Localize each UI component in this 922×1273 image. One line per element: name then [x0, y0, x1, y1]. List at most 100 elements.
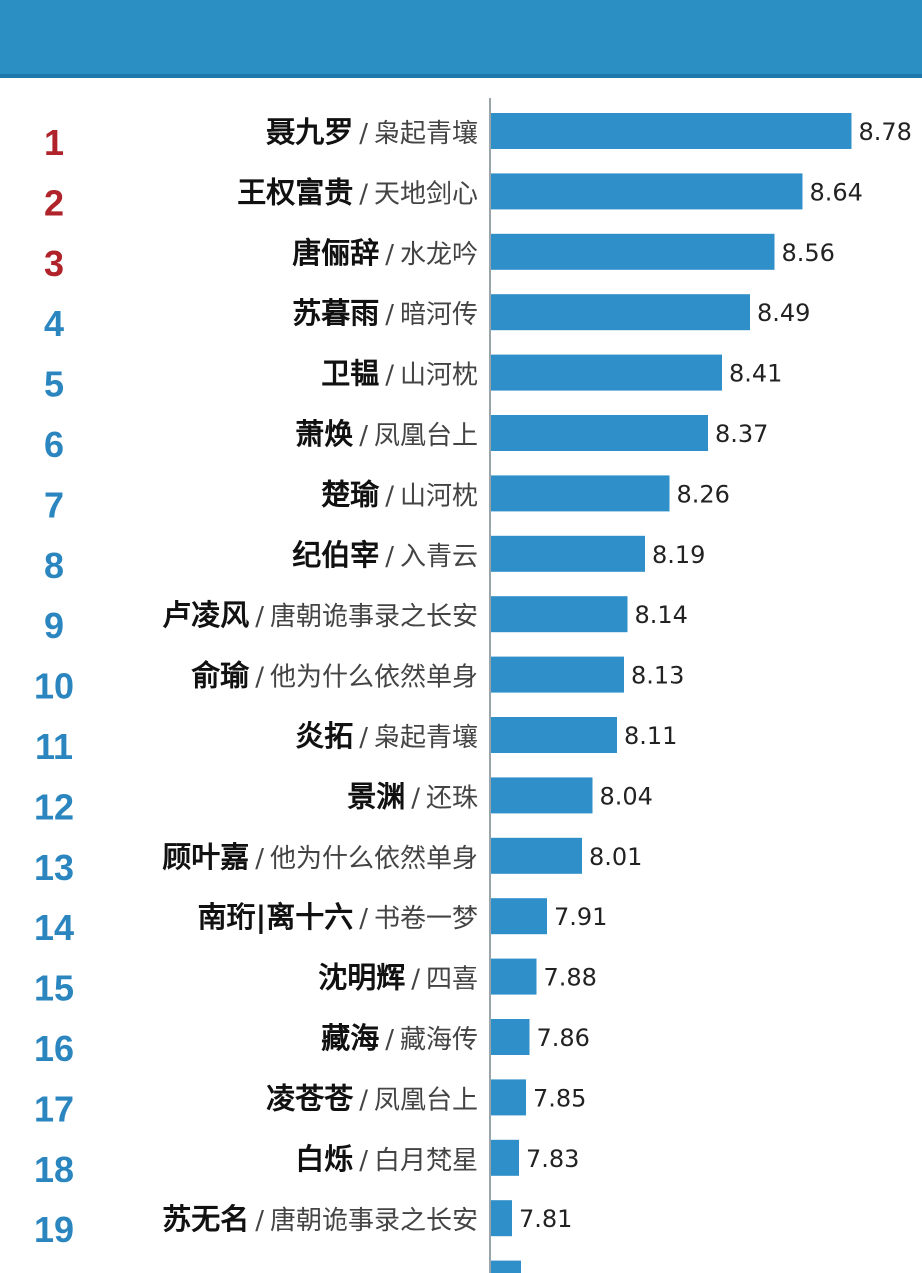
separator: / [359, 904, 368, 934]
value-label-5: 8.41 [729, 360, 782, 388]
bar-19 [491, 1200, 512, 1237]
category-label-1: 聂九罗 / 枭起青壤 [266, 115, 478, 149]
separator: / [359, 1146, 368, 1176]
rank-label-9: 9 [44, 605, 64, 646]
bar-2 [491, 173, 803, 210]
category-label-14: 南珩|离十六 / 书卷一梦 [198, 900, 478, 934]
character-name: 苏暮雨 [292, 296, 379, 330]
category-label-9: 卢凌风 / 唐朝诡事录之长安 [162, 598, 478, 632]
bar-9 [491, 596, 628, 633]
character-name: 藏海 [321, 1021, 379, 1055]
bar-11 [491, 717, 617, 753]
drama-name: 唐朝诡事录之长安 [270, 1206, 478, 1236]
category-label-11: 炎拓 / 枭起青壤 [295, 719, 478, 753]
separator: / [411, 965, 420, 995]
category-label-3: 唐俪辞 / 水龙吟 [292, 236, 478, 270]
separator: / [359, 723, 368, 753]
character-name: 纪伯宰 [292, 538, 379, 572]
separator: / [385, 542, 394, 572]
character-name: 卫韫 [321, 357, 379, 391]
bar-8 [491, 535, 645, 572]
character-name: 白烁 [295, 1142, 353, 1176]
drama-name: 山河枕 [400, 481, 478, 511]
value-label-18: 7.83 [526, 1145, 579, 1173]
drama-name: 白月梵星 [374, 1146, 478, 1176]
bar-15 [491, 958, 537, 995]
drama-name: 入青云 [400, 542, 478, 572]
value-label-3: 8.56 [782, 239, 835, 267]
separator: / [359, 179, 368, 209]
bar-7 [491, 475, 670, 512]
character-name: 炎拓 [295, 719, 353, 753]
rank-label-19: 19 [34, 1209, 74, 1250]
drama-name: 唐朝诡事录之长安 [270, 602, 478, 632]
character-name: 俞瑜 [190, 659, 250, 693]
bar-5 [491, 354, 722, 391]
bar-13 [491, 837, 582, 874]
separator: / [385, 361, 394, 391]
drama-name: 枭起青壤 [374, 119, 478, 149]
value-label-8: 8.19 [652, 541, 705, 569]
value-label-19: 7.81 [519, 1205, 572, 1233]
character-name: 唐俪辞 [292, 236, 379, 270]
character-name: 楚瑜 [321, 477, 380, 511]
value-label-11: 8.11 [624, 722, 677, 750]
value-label-17: 7.85 [533, 1084, 586, 1112]
drama-name: 水龙吟 [400, 240, 478, 270]
bars-layer [491, 113, 852, 1273]
category-label-12: 景渊 / 还珠 [347, 779, 478, 813]
category-label-6: 萧焕 / 凤凰台上 [295, 417, 478, 451]
value-label-9: 8.14 [635, 601, 688, 629]
drama-name: 山河枕 [400, 361, 478, 391]
bar-1 [491, 113, 852, 149]
character-name: 南珩|离十六 [198, 900, 354, 934]
bar-17 [491, 1079, 526, 1116]
character-name: 凌苍苍 [266, 1081, 354, 1115]
separator: / [385, 1025, 394, 1055]
rank-label-16: 16 [34, 1028, 74, 1069]
rank-label-7: 7 [44, 484, 64, 525]
bar-6 [491, 415, 708, 451]
value-label-4: 8.49 [757, 299, 810, 327]
rank-label-17: 17 [34, 1088, 74, 1129]
separator: / [385, 240, 394, 270]
drama-name: 暗河传 [400, 300, 478, 330]
bar-14 [491, 898, 547, 935]
category-label-19: 苏无名 / 唐朝诡事录之长安 [162, 1202, 478, 1236]
character-name: 沈明辉 [318, 961, 405, 995]
drama-name: 四喜 [426, 965, 478, 995]
drama-name: 藏海传 [400, 1025, 478, 1055]
rank-label-11: 11 [35, 726, 73, 767]
category-label-17: 凌苍苍 / 凤凰台上 [266, 1081, 478, 1115]
rank-label-2: 2 [44, 182, 64, 223]
bar-16 [491, 1019, 530, 1055]
character-name: 聂九罗 [266, 115, 353, 149]
chart-header [0, 0, 922, 78]
rank-label-3: 3 [44, 243, 64, 284]
drama-name: 他为什么依然单身 [270, 663, 478, 693]
character-name: 景渊 [347, 779, 405, 813]
category-label-2: 王权富贵 / 天地剑心 [237, 175, 478, 209]
category-label-5: 卫韫 / 山河枕 [321, 357, 478, 391]
character-name: 苏无名 [162, 1202, 249, 1236]
rank-label-1: 1 [44, 122, 64, 163]
separator: / [255, 602, 264, 632]
category-label-15: 沈明辉 / 四喜 [318, 961, 478, 995]
rank-label-5: 5 [44, 364, 64, 405]
rank-label-8: 8 [44, 545, 64, 586]
separator: / [255, 1206, 264, 1236]
category-label-7: 楚瑜 / 山河枕 [321, 477, 478, 511]
category-label-4: 苏暮雨 / 暗河传 [292, 296, 478, 330]
category-label-8: 纪伯宰 / 入青云 [292, 538, 478, 572]
bar-cropped [491, 1260, 521, 1273]
value-label-1: 8.78 [859, 118, 912, 146]
character-name: 顾叶嘉 [162, 840, 249, 874]
value-label-6: 8.37 [715, 420, 768, 448]
value-label-15: 7.88 [544, 964, 597, 992]
category-label-18: 白烁 / 白月梵星 [295, 1142, 478, 1176]
rank-label-12: 12 [34, 786, 74, 827]
character-name: 王权富贵 [237, 175, 353, 209]
separator: / [255, 663, 264, 693]
